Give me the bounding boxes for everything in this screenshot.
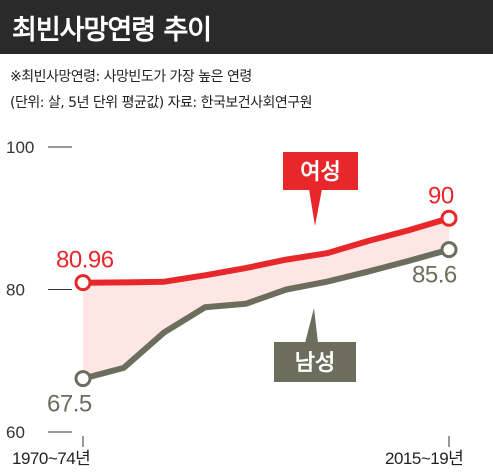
legend-callout-female-label: 여성 bbox=[300, 160, 340, 185]
title-bar: 최빈사망연령 추이 bbox=[0, 0, 493, 54]
gap-fill-area bbox=[83, 218, 449, 379]
series-line-female bbox=[82, 215, 450, 286]
data-label-female-end: 90 bbox=[428, 182, 454, 209]
point-male-start bbox=[74, 370, 92, 388]
y-tick-label-60: 60 bbox=[6, 423, 25, 442]
definition-note: ※최빈사망연령: 사망빈도가 가장 높은 연령 bbox=[10, 69, 252, 85]
chart-title: 최빈사망연령 추이 bbox=[12, 15, 212, 46]
x-tick-label-start: 1970~74년 bbox=[12, 449, 90, 468]
data-label-male-start: 67.5 bbox=[47, 391, 92, 418]
legend-callout-female-pointer bbox=[309, 189, 322, 226]
unit-source-note: (단위: 살, 5년 단위 평균값) 자료: 한국보건사회연구원 bbox=[10, 95, 313, 111]
data-label-male-end: 85.6 bbox=[412, 262, 457, 289]
legend-callout-male-box bbox=[274, 342, 356, 382]
legend-callout-female-box bbox=[283, 152, 358, 190]
legend-callout-male-label: 남성 bbox=[295, 351, 335, 376]
y-tick-label-80: 80 bbox=[6, 281, 25, 300]
legend-callout-male-pointer bbox=[305, 308, 318, 343]
data-label-female-start: 80.96 bbox=[56, 247, 114, 274]
point-female-end bbox=[440, 209, 458, 227]
y-tick-label-100: 100 bbox=[6, 138, 34, 157]
point-male-end bbox=[440, 241, 458, 259]
legend-callout-male: 남성 bbox=[274, 308, 356, 382]
x-tick-label-end: 2015~19년 bbox=[385, 449, 463, 468]
legend-callout-female: 여성 bbox=[283, 152, 358, 226]
series-line-male bbox=[82, 246, 450, 382]
point-female-start bbox=[74, 274, 92, 292]
